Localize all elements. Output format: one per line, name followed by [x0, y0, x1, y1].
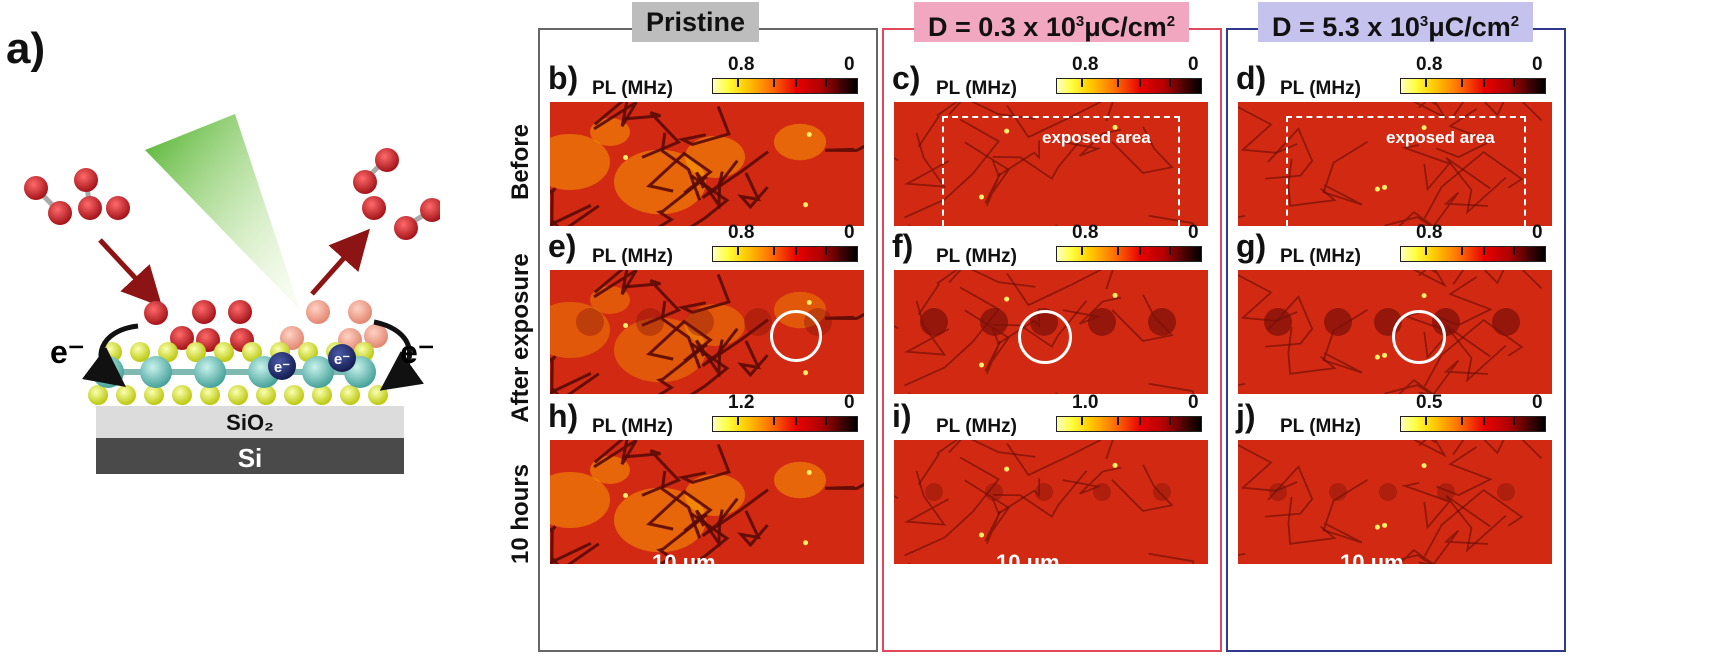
colorbar	[712, 78, 858, 94]
colorbar-max: 0.8	[1072, 222, 1099, 243]
row-label-hours: 10 hours	[507, 463, 534, 565]
panel-label: i)	[892, 398, 912, 434]
colorbar-title: PL (MHz)	[1280, 246, 1361, 267]
scale-bar	[908, 564, 984, 568]
sio2-layer	[96, 406, 404, 438]
pl-map	[550, 270, 864, 394]
pl-map	[550, 440, 864, 564]
colorbar-title: PL (MHz)	[592, 78, 673, 99]
si-layer	[96, 438, 404, 474]
colorbar	[1056, 78, 1202, 94]
panel-label: e)	[548, 228, 577, 264]
laser-beam	[145, 114, 300, 310]
colorbar-title: PL (MHz)	[1280, 416, 1361, 437]
electron-label-left: e⁻	[50, 334, 85, 370]
colorbar	[712, 416, 858, 432]
row-label-before: Before	[507, 123, 534, 201]
colorbar	[1056, 246, 1202, 262]
svg-text:e⁻: e⁻	[334, 351, 350, 368]
colorbar-title: PL (MHz)	[1280, 78, 1361, 99]
scale-bar-label: 10 μm	[1340, 550, 1404, 575]
panel-label: h)	[548, 398, 579, 434]
colorbar-min: 0	[844, 392, 855, 413]
electron-label-right: e⁻	[400, 334, 435, 370]
scale-bar-label: 10 μm	[996, 550, 1060, 575]
pl-map	[550, 102, 864, 226]
panel-label: j)	[1236, 398, 1256, 434]
colorbar	[1400, 78, 1546, 94]
colorbar-max: 0.8	[728, 222, 755, 243]
outgoing-arrow	[310, 228, 370, 296]
colorbar-title: PL (MHz)	[936, 78, 1017, 99]
panel-a-label: a)	[6, 24, 46, 73]
colorbar-min: 0	[844, 54, 855, 75]
dose1-header: D = 0.3 x 103μC/cm2	[914, 2, 1190, 42]
colorbar-min: 0	[844, 222, 855, 243]
dose-spot-circle	[770, 310, 822, 362]
oxygen-molecules-outgoing	[353, 148, 440, 240]
oxygen-molecules-incoming	[24, 168, 130, 225]
colorbar-min: 0	[1188, 392, 1199, 413]
colorbar-min: 0	[1188, 222, 1199, 243]
panel-label: c)	[892, 60, 921, 96]
scale-bar	[564, 564, 640, 568]
pl-map	[894, 102, 1208, 226]
exposed-area-label: exposed area	[1386, 128, 1495, 147]
panel-label: b)	[548, 60, 579, 96]
colorbar	[1400, 246, 1546, 262]
colorbar-max: 0.8	[1416, 222, 1443, 243]
pl-map	[1238, 102, 1552, 226]
colorbar-max: 1.2	[728, 392, 755, 413]
colorbar-min: 0	[1188, 54, 1199, 75]
dose-spot-circle	[1392, 310, 1446, 364]
panel-label: f)	[892, 228, 914, 264]
sio2-label: SiO₂	[226, 410, 274, 435]
colorbar	[712, 246, 858, 262]
colorbar-min: 0	[1532, 222, 1543, 243]
pl-map	[894, 440, 1208, 564]
colorbar-min: 0	[1532, 392, 1543, 413]
panel-label: g)	[1236, 228, 1267, 264]
si-label: Si	[237, 443, 263, 473]
exposed-area-box	[942, 116, 1180, 226]
sulfur-atoms	[88, 342, 388, 405]
adsorbed-oxygen	[144, 300, 388, 352]
colorbar-max: 0.8	[1072, 54, 1099, 75]
colorbar-title: PL (MHz)	[936, 416, 1017, 437]
dose-spot-circle	[1018, 310, 1072, 364]
exposed-area-box	[1286, 116, 1526, 226]
colorbar	[1056, 416, 1202, 432]
electron-in-layer: e⁻ e⁻	[268, 344, 356, 380]
electron-arrow-left	[81, 323, 139, 388]
pristine-header: Pristine	[632, 2, 760, 42]
row-label-after: After exposure	[507, 253, 534, 423]
exposed-area-label: exposed area	[1042, 128, 1151, 147]
scale-bar-label: 10 μm	[652, 550, 716, 575]
colorbar-max: 0.8	[1416, 54, 1443, 75]
oxidation-schematic: e⁻ e⁻ e⁻ e⁻	[24, 114, 440, 474]
colorbar-title: PL (MHz)	[592, 246, 673, 267]
colorbar-max: 0.8	[728, 54, 755, 75]
colorbar-max: 1.0	[1072, 392, 1099, 413]
pl-map	[1238, 440, 1552, 564]
panel-label: d)	[1236, 60, 1267, 96]
colorbar-max: 0.5	[1416, 392, 1443, 413]
electron-arrow-right	[373, 319, 424, 391]
colorbar-title: PL (MHz)	[936, 246, 1017, 267]
colorbar-min: 0	[1532, 54, 1543, 75]
incoming-arrow	[98, 238, 163, 307]
scale-bar	[1252, 564, 1328, 568]
colorbar	[1400, 416, 1546, 432]
svg-text:e⁻: e⁻	[274, 359, 290, 376]
dose2-header: D = 5.3 x 103μC/cm2	[1258, 2, 1534, 42]
colorbar-title: PL (MHz)	[592, 416, 673, 437]
